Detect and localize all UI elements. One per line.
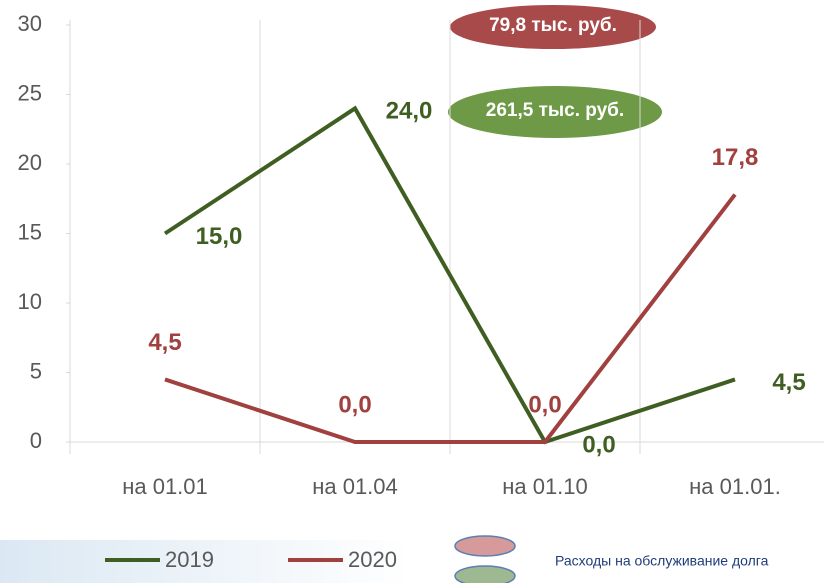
legend-bubble: [454, 535, 516, 557]
x-tick-label: на 01.04: [312, 474, 398, 499]
annotation: 261,5 тыс. руб.: [486, 100, 624, 121]
data-label: 15,0: [196, 223, 243, 250]
legend-label: 2020: [348, 547, 397, 572]
legend-bubble: [454, 565, 516, 583]
x-tick-label: на 01.01: [122, 474, 208, 499]
y-tick-label: 0: [30, 428, 42, 453]
y-tick-label: 25: [18, 80, 42, 105]
data-label: 0,0: [528, 391, 561, 418]
legend-note: Расходы на обслуживание долга: [555, 553, 769, 569]
x-tick-label: на 01.01.: [689, 474, 781, 499]
y-tick-label: 5: [30, 358, 42, 383]
data-label: 24,0: [386, 98, 433, 125]
x-tick-label: на 01.10: [502, 474, 588, 499]
y-tick-label: 10: [18, 289, 42, 314]
series-line: [163, 105, 736, 445]
y-tick-label: 15: [18, 219, 42, 244]
annotation-bubble: [450, 5, 656, 49]
annotation: 79,8 тыс. руб.: [489, 15, 617, 36]
y-tick-label: 20: [18, 150, 42, 175]
data-label: 0,0: [582, 431, 615, 458]
annotation-bubble: [448, 86, 662, 138]
y-tick-label: 30: [18, 11, 42, 36]
legend-label: 2019: [165, 547, 214, 572]
data-label: 4,5: [148, 329, 181, 356]
data-label: 0,0: [338, 391, 371, 418]
series-line: [164, 193, 737, 444]
data-label: 17,8: [712, 144, 759, 171]
data-label: 4,5: [772, 369, 805, 396]
